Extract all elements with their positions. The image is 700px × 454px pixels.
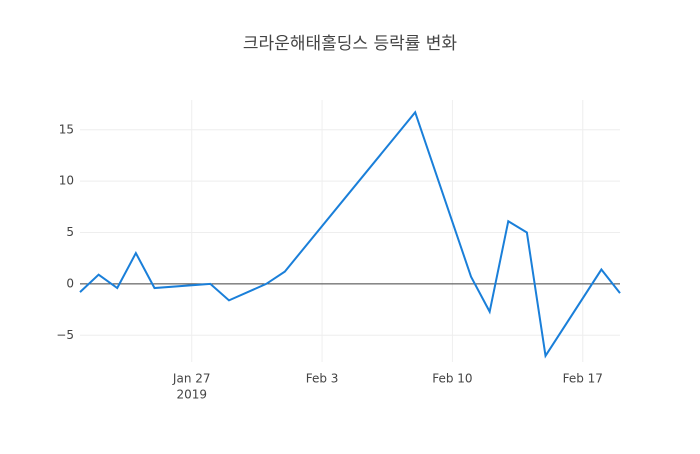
x-tick-label: Jan 27 [172, 372, 211, 386]
x-year-label: 2019 [176, 388, 207, 402]
y-tick-label: 0 [66, 276, 74, 290]
line-series [79, 110, 621, 359]
y-tick-label: 15 [59, 122, 74, 136]
x-tick-label: Feb 3 [306, 372, 339, 386]
y-tick-label: 10 [59, 174, 74, 188]
x-tick-label: Feb 17 [563, 372, 603, 386]
chart-title: 크라운해태홀딩스 등락률 변화 [243, 34, 457, 54]
y-tick-label: −5 [56, 328, 74, 342]
y-tick-label: 5 [66, 225, 74, 239]
x-tick-label: Feb 10 [432, 372, 472, 386]
